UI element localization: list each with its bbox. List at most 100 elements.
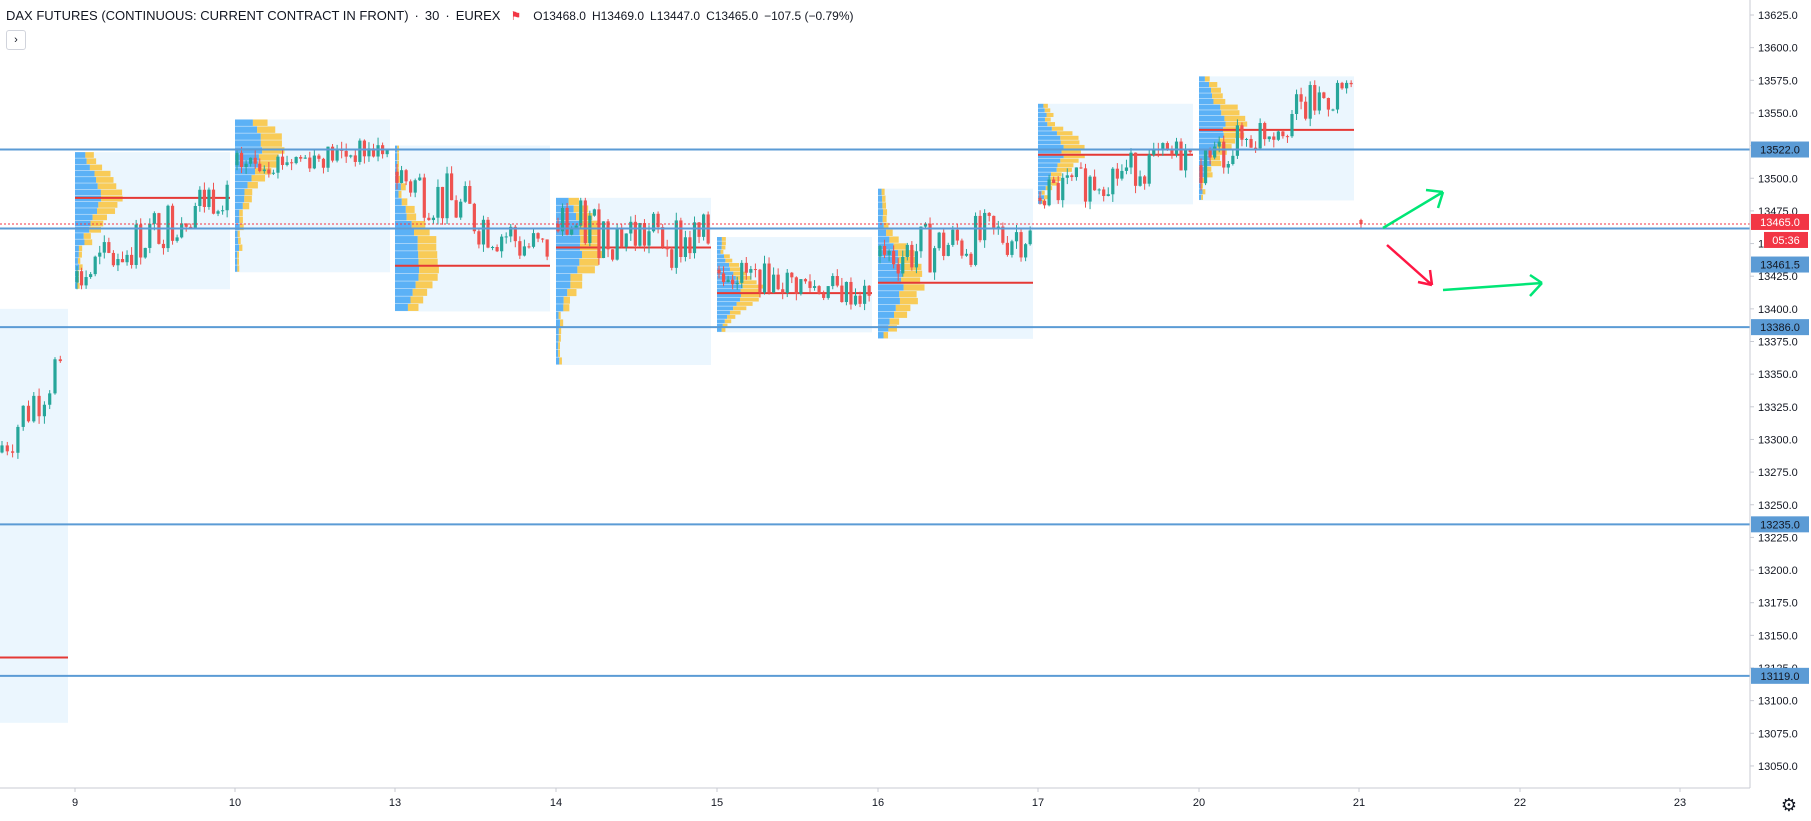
candle-body: [1143, 176, 1147, 184]
profile-bar-value-area: [395, 220, 412, 229]
gear-icon[interactable]: ⚙: [1780, 795, 1798, 815]
profile-bar-value-area: [556, 342, 559, 350]
profile-bar-outside: [888, 325, 897, 332]
profile-bar-outside: [725, 258, 733, 263]
profile-bar-value-area: [556, 349, 559, 357]
candle-body: [1281, 131, 1285, 137]
profile-bar-outside: [417, 243, 437, 251]
candle-body: [1226, 163, 1230, 168]
candle-body: [418, 177, 422, 181]
profile-bar-value-area: [395, 258, 419, 266]
profile-bar-outside: [736, 302, 753, 306]
profile-bar-outside: [1213, 98, 1226, 105]
profile-bar-outside: [568, 197, 579, 205]
candle-body: [1111, 168, 1115, 195]
profile-bar-outside: [1044, 117, 1051, 122]
profile-bar-value-area: [395, 296, 411, 304]
profile-bar-outside: [258, 154, 279, 161]
profile-bar-value-area: [878, 222, 884, 230]
profile-bar-value-area: [1038, 176, 1051, 182]
candle-body: [184, 223, 188, 227]
profile-bar-value-area: [878, 270, 903, 277]
profile-bar-value-area: [717, 245, 722, 250]
profile-bar-outside: [242, 202, 250, 210]
candle-body: [276, 156, 280, 173]
candle-body: [385, 149, 389, 155]
profile-bar-outside: [570, 273, 583, 281]
profile-bar-value-area: [717, 315, 728, 319]
candle-body: [592, 209, 596, 216]
candle-body: [923, 223, 928, 227]
profile-bar-value-area: [395, 183, 401, 191]
profile-bar-value-area: [235, 244, 240, 251]
candle-body: [225, 184, 229, 211]
profile-bar-value-area: [556, 289, 568, 297]
profile-bar-value-area: [75, 245, 79, 252]
candles: [0, 80, 1363, 459]
candle-body: [1313, 85, 1317, 111]
profile-bar-outside: [100, 189, 123, 196]
profile-bar-outside: [1209, 82, 1218, 88]
profile-bar-outside: [398, 190, 402, 198]
profile-bar-outside: [97, 183, 117, 190]
candle-body: [1184, 150, 1188, 171]
candle-body: [98, 252, 102, 257]
candle-body: [1188, 150, 1192, 153]
y-tick-label: 13275.0: [1758, 467, 1798, 479]
candle-body: [835, 276, 839, 286]
candle-body: [321, 158, 326, 168]
candle-body: [89, 274, 93, 278]
candle-body: [887, 250, 891, 255]
profile-bar-outside: [238, 237, 241, 244]
y-tick-label: 13150.0: [1758, 630, 1798, 642]
interval-label[interactable]: 30: [424, 8, 440, 23]
candle-body: [882, 245, 887, 255]
profile-bar-outside: [570, 281, 583, 289]
profile-bar-outside: [1202, 189, 1206, 195]
profile-bar-outside: [558, 349, 560, 357]
profile-bar-outside: [1210, 155, 1221, 161]
arrow-flat-drawing: [1442, 273, 1543, 297]
candle-body: [362, 140, 366, 157]
profile-bar-outside: [558, 327, 562, 335]
profile-bar-value-area: [1038, 131, 1057, 136]
profile-bar-value-area: [717, 250, 721, 254]
profile-bar-value-area: [717, 302, 737, 306]
profile-bar-outside: [899, 297, 918, 305]
flag-icon[interactable]: ⚑: [510, 8, 522, 23]
level-price-label-bg: [1751, 516, 1809, 533]
candle-body: [776, 274, 780, 290]
profile-bar-value-area: [878, 216, 883, 223]
candle-body: [290, 162, 294, 164]
symbol-title[interactable]: DAX FUTURES (CONTINUOUS: CURRENT CONTRAC…: [6, 8, 409, 23]
profile-bar-value-area: [1038, 103, 1044, 108]
candle-body: [193, 206, 197, 228]
collapse-legend-button[interactable]: ›: [6, 30, 26, 50]
candle-body: [1170, 149, 1174, 155]
profile-bar-value-area: [878, 318, 890, 325]
candle-body: [11, 451, 15, 453]
x-tick-label: 20: [1193, 797, 1205, 809]
profile-bar-value-area: [235, 265, 238, 272]
candle-body: [937, 232, 941, 249]
profile-bar-outside: [407, 303, 419, 311]
candle-body: [1254, 147, 1258, 149]
candle-body: [987, 212, 991, 216]
profile-bar-outside: [96, 177, 114, 183]
profile-bar-value-area: [235, 251, 238, 258]
candle-body: [48, 393, 52, 405]
candle-body: [198, 189, 202, 207]
profile-bar-value-area: [395, 213, 407, 221]
profile-bar-outside: [735, 276, 752, 280]
profile-bar-value-area: [717, 297, 740, 302]
profile-bar-value-area: [1199, 189, 1203, 195]
profile-bar-value-area: [235, 119, 253, 126]
profile-bar-outside: [1060, 140, 1080, 145]
profile-bar-value-area: [75, 158, 87, 165]
candle-body: [1349, 82, 1353, 85]
profile-bar-value-area: [717, 276, 736, 280]
profile-bar-value-area: [878, 188, 882, 196]
profile-bar-value-area: [556, 266, 578, 274]
profile-bar-value-area: [1038, 167, 1057, 172]
